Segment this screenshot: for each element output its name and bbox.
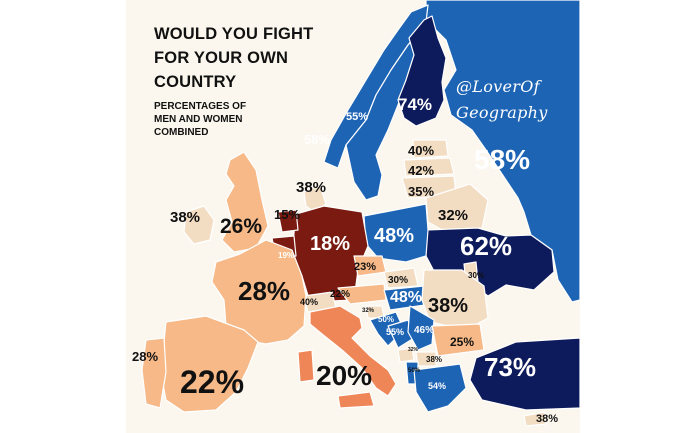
label-poland: 48%: [374, 225, 415, 247]
label-estonia: 40%: [408, 143, 435, 158]
country-estonia: [412, 139, 449, 159]
label-france: 28%: [238, 276, 291, 306]
subtitle-line-3: COMBINED: [154, 127, 209, 138]
title-line-2: FOR YOUR OWN: [154, 49, 289, 67]
label-czech-republic: 23%: [354, 261, 377, 273]
label-germany: 18%: [310, 233, 351, 255]
country-united-kingdom: [221, 151, 269, 253]
country-cyprus: [523, 411, 547, 427]
country-montenegro: [397, 347, 415, 363]
label-ukraine: 62%: [460, 231, 513, 261]
country-ireland: [183, 205, 215, 245]
country-france: [211, 239, 307, 345]
country-latvia: [403, 157, 455, 177]
label-romania: 38%: [428, 295, 469, 317]
title-line-1: WOULD YOU FIGHT: [154, 25, 314, 43]
label-north-macedonia: 38%: [426, 355, 443, 364]
country-sardinia: [297, 349, 315, 383]
label-greece: 54%: [428, 381, 447, 391]
country-finland: [397, 15, 447, 127]
label-finland: 74%: [398, 95, 433, 114]
country-netherlands: [277, 209, 299, 233]
country-serbia: [407, 305, 435, 351]
map-frame: WOULD YOU FIGHT FOR YOUR OWN COUNTRY PER…: [126, 0, 580, 433]
label-austria: 22%: [330, 289, 351, 300]
country-sicily: [337, 391, 375, 409]
label-hungary: 48%: [390, 289, 423, 306]
subtitle-line-1: PERCENTAGES OF: [154, 101, 247, 112]
country-bulgaria: [431, 323, 485, 357]
country-greece: [413, 363, 467, 413]
label-slovenia: 32%: [362, 308, 375, 314]
label-slovakia: 30%: [388, 275, 409, 286]
label-bosnia-and-herzegovina: 55%: [386, 327, 405, 337]
label-norway: 58%: [304, 132, 331, 147]
label-belgium: 19%: [278, 251, 295, 260]
title-line-3: COUNTRY: [154, 73, 237, 91]
label-lithuania: 35%: [408, 184, 435, 199]
map-title: WOULD YOU FIGHT FOR YOUR OWN COUNTRY: [154, 22, 313, 94]
map-subtitle: PERCENTAGES OF MEN AND WOMEN COMBINED: [154, 100, 246, 139]
label-montenegro: 32%: [408, 347, 419, 353]
label-netherlands: 15%: [274, 207, 301, 222]
label-cyprus: 38%: [536, 413, 559, 425]
country-belarus: [425, 183, 489, 233]
country-portugal: [141, 337, 167, 409]
watermark: @LoverOf Geography: [456, 74, 576, 126]
label-russia: 58%: [474, 144, 531, 175]
watermark-line-2: Geography: [456, 103, 548, 122]
label-ireland: 38%: [170, 209, 201, 226]
country-austria: [337, 283, 387, 305]
label-switzerland: 40%: [300, 297, 319, 307]
country-north-macedonia: [415, 351, 437, 367]
europe-map: [141, 0, 580, 427]
label-bulgaria: 25%: [450, 335, 475, 349]
label-denmark: 38%: [296, 179, 327, 196]
label-belarus: 32%: [438, 207, 469, 224]
watermark-line-1: @LoverOf: [456, 77, 540, 96]
label-spain: 22%: [180, 364, 245, 400]
label-croatia: 50%: [378, 315, 395, 324]
label-italy: 20%: [316, 360, 373, 391]
label-latvia: 42%: [408, 163, 435, 178]
label-moldova: 30%: [468, 271, 485, 280]
subtitle-line-2: MEN AND WOMEN: [154, 114, 243, 125]
country-turkey: [469, 337, 580, 411]
country-russia: [425, 0, 580, 303]
label-portugal: 28%: [132, 349, 159, 364]
label-albania: 50%: [408, 368, 421, 374]
land-layer: [141, 0, 580, 427]
label-turkey: 73%: [484, 352, 537, 382]
label-sweden: 55%: [346, 111, 369, 123]
country-italy: [309, 305, 397, 397]
label-united-kingdom: 26%: [220, 215, 263, 238]
label-serbia: 46%: [414, 325, 435, 336]
